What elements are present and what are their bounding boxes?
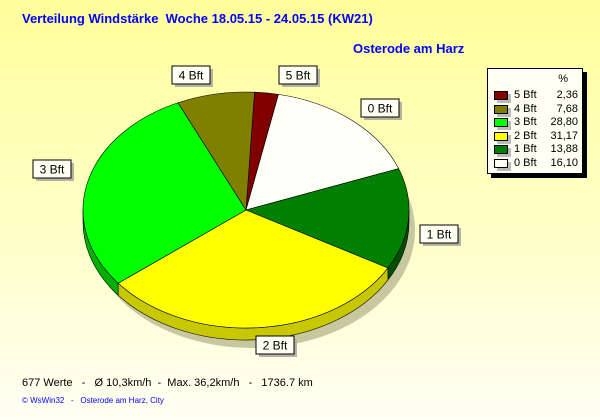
- legend-item: 1 Bft 13,88: [494, 143, 578, 156]
- slice-label: 3 Bft: [40, 163, 65, 177]
- slice-label-box: [255, 335, 295, 355]
- legend-value: 2,36: [556, 89, 578, 101]
- legend-item: 0 Bft 16,10: [494, 157, 578, 170]
- legend-item: 2 Bft 31,17: [494, 130, 578, 143]
- pie-slice-0-bft: [245, 94, 400, 211]
- legend-item: 4 Bft 7,68: [494, 103, 578, 116]
- pie-slice-4-bft: [177, 91, 255, 211]
- slice-label-box: [278, 65, 318, 85]
- legend-label: 2 Bft: [514, 129, 537, 142]
- legend-value: 31,17: [550, 129, 578, 142]
- legend-item: 3 Bft 28,80: [494, 116, 578, 129]
- slice-label-box: [419, 224, 459, 244]
- legend-swatch: [494, 104, 508, 114]
- legend-label: 4 Bft: [514, 102, 537, 115]
- legend-value: 13,88: [550, 143, 578, 155]
- legend-item: 5 Bft 2,36: [494, 89, 578, 102]
- legend-swatch: [494, 145, 508, 154]
- legend-label: 5 Bft: [514, 89, 537, 101]
- legend: % 5 Bft 2,36 4 Bft 7,68 3 Bft 28,80 2 Bf…: [487, 68, 583, 174]
- slice-label: 2 Bft: [263, 339, 288, 353]
- credit-line: © WsWin32 - Osterode am Harz, City: [22, 396, 164, 405]
- slice-label-box: [171, 65, 211, 85]
- legend-value: 28,80: [550, 116, 578, 128]
- slice-label-box: [32, 159, 72, 179]
- slice-label: 1 Bft: [427, 228, 452, 242]
- pie-slice-2-bft: [117, 209, 389, 329]
- slice-label-box: [360, 98, 400, 118]
- legend-swatch: [494, 158, 508, 168]
- legend-header: %: [558, 73, 568, 85]
- chart-title: Verteilung Windstärke Woche 18.05.15 - 2…: [22, 11, 373, 26]
- legend-value: 7,68: [556, 102, 578, 115]
- pie-slice-1-bft: [245, 168, 410, 269]
- legend-swatch: [494, 91, 508, 100]
- summary-stats: 677 Werte - Ø 10,3km/h - Max. 36,2km/h -…: [22, 377, 313, 389]
- slice-label: 5 Bft: [286, 69, 311, 83]
- legend-swatch: [494, 118, 508, 127]
- legend-label: 3 Bft: [514, 116, 537, 128]
- legend-value: 16,10: [550, 156, 578, 169]
- legend-label: 0 Bft: [514, 156, 537, 169]
- pie-slice-3-bft: [82, 102, 247, 284]
- legend-swatch: [494, 131, 508, 141]
- slice-label: 4 Bft: [179, 69, 204, 83]
- legend-label: 1 Bft: [514, 143, 537, 155]
- location-subtitle: Osterode am Harz: [353, 41, 465, 56]
- slice-label: 0 Bft: [368, 102, 393, 116]
